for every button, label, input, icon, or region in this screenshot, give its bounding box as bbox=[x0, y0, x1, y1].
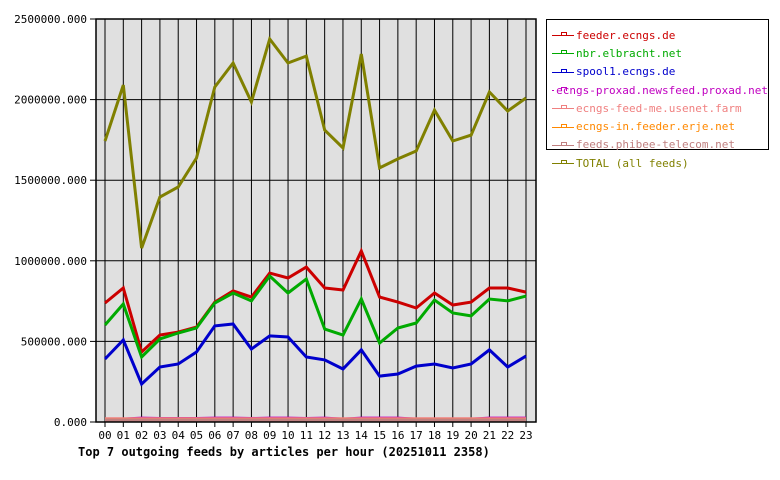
x-tick-label: 17 bbox=[410, 429, 423, 442]
legend-line-marker-icon bbox=[552, 67, 574, 77]
legend-label: nbr.elbracht.net bbox=[576, 46, 682, 60]
legend-item: ecngs-in.feeder.erje.net bbox=[552, 117, 768, 135]
y-tick-label: 2500000.000 bbox=[14, 13, 87, 26]
x-tick-label: 09 bbox=[263, 429, 276, 442]
x-tick-label: 08 bbox=[245, 429, 258, 442]
x-tick-label: 00 bbox=[98, 429, 111, 442]
legend-item: feeder.ecngs.de bbox=[552, 26, 768, 44]
x-tick-label: 19 bbox=[446, 429, 459, 442]
legend-item: ecngs-proxad.newsfeed.proxad.net bbox=[552, 81, 768, 99]
legend-label: feeds.phibee-telecom.net bbox=[576, 138, 735, 152]
y-tick-label: 2000000.000 bbox=[14, 94, 87, 107]
x-tick-label: 15 bbox=[373, 429, 386, 442]
x-tick-label: 04 bbox=[172, 429, 186, 442]
legend-line-marker-icon bbox=[552, 85, 567, 95]
x-tick-label: 21 bbox=[483, 429, 496, 442]
x-tick-label: 16 bbox=[391, 429, 404, 442]
x-tick-label: 02 bbox=[135, 429, 148, 442]
x-tick-label: 14 bbox=[355, 429, 369, 442]
x-tick-label: 12 bbox=[318, 429, 331, 442]
x-tick-label: 13 bbox=[336, 429, 349, 442]
grid-lines bbox=[96, 18, 536, 423]
legend-item: nbr.elbracht.net bbox=[552, 44, 768, 62]
x-tick-label: 11 bbox=[300, 429, 313, 442]
legend-label: spool1.ecngs.de bbox=[576, 65, 676, 79]
x-tick-label: 22 bbox=[501, 429, 514, 442]
series-line-nbr-elbracht-net bbox=[103, 273, 527, 360]
x-tick-label: 07 bbox=[227, 429, 240, 442]
x-tick-label: 20 bbox=[464, 429, 477, 442]
legend-item: feeds.phibee-telecom.net bbox=[552, 136, 768, 154]
plot-area bbox=[96, 19, 536, 422]
legend-label: ecngs-in.feeder.erje.net bbox=[576, 120, 735, 134]
x-tick-label: 05 bbox=[190, 429, 203, 442]
chart-title: Top 7 outgoing feeds by articles per hou… bbox=[78, 445, 490, 459]
legend-label: TOTAL (all feeds) bbox=[576, 156, 689, 170]
legend-item: spool1.ecngs.de bbox=[552, 63, 768, 81]
legend-label: ecngs-proxad.newsfeed.proxad.net bbox=[556, 83, 768, 97]
y-tick-label: 500000.000 bbox=[21, 335, 87, 348]
series-line-total-all-feeds- bbox=[103, 35, 527, 249]
legend-item: TOTAL (all feeds) bbox=[552, 154, 768, 172]
legend-line-marker-icon bbox=[552, 122, 574, 132]
legend-label: feeder.ecngs.de bbox=[576, 28, 676, 42]
y-tick-label: 1000000.000 bbox=[14, 255, 87, 268]
y-tick-label: 0.000 bbox=[54, 416, 87, 429]
legend-line-marker-icon bbox=[552, 140, 574, 150]
legend: feeder.ecngs.de nbr.elbracht.net spool1.ec… bbox=[546, 19, 769, 170]
legend-line-marker-icon bbox=[552, 158, 574, 168]
x-tick-label: 06 bbox=[208, 429, 221, 442]
legend-item: ecngs-feed-me.usenet.farm bbox=[552, 99, 768, 117]
x-tick-label: 10 bbox=[281, 429, 294, 442]
legend-line-marker-icon bbox=[552, 48, 574, 58]
x-tick-label: 01 bbox=[117, 429, 130, 442]
series-line-spool1-ecngs-de bbox=[103, 322, 527, 387]
x-axis: 00 01 02 03 04 05 06 07 08 09 10 11 12 13 14 15 16 17 18 19… bbox=[98, 422, 533, 442]
x-tick-label: 03 bbox=[153, 429, 166, 442]
x-tick-label: 18 bbox=[428, 429, 441, 442]
legend-line-marker-icon bbox=[552, 30, 574, 40]
x-tick-label: 23 bbox=[519, 429, 532, 442]
y-tick-label: 1500000.000 bbox=[14, 174, 87, 187]
y-axis: 0.000 500000.000 1000000.000 1500000.000 200… bbox=[14, 13, 96, 429]
plot-border bbox=[95, 18, 537, 423]
legend-line-marker-icon bbox=[552, 103, 574, 113]
legend-label: ecngs-feed-me.usenet.farm bbox=[576, 101, 742, 115]
series-lines bbox=[103, 35, 527, 422]
